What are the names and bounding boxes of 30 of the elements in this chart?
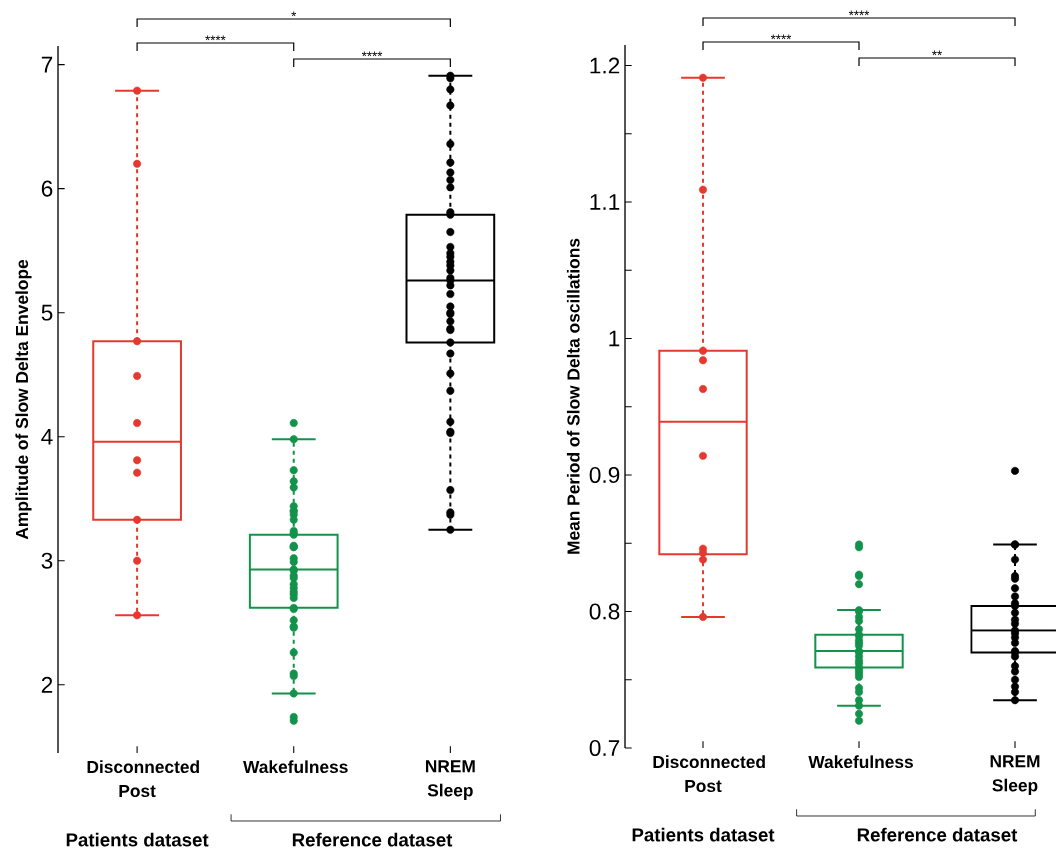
y-tick-label: 2 <box>41 676 53 693</box>
y-tick-label: 6 <box>41 180 53 197</box>
text: Reference dataset <box>292 832 453 847</box>
text: * <box>291 11 297 17</box>
y-tick-label: 3 <box>41 552 53 569</box>
x-tick-label: NREM Sleep <box>425 760 475 800</box>
text: **** <box>848 10 870 16</box>
y-tick-label: 1 <box>609 330 620 347</box>
y-tick-label: 1.2 <box>590 57 620 74</box>
y-tick-label: 4 <box>41 428 53 445</box>
y-tick-label: 0.8 <box>589 603 620 620</box>
y-tick-label: 1.1 <box>590 194 620 210</box>
x-tick-label: Wakefulness <box>808 755 913 769</box>
y-tick-label: 0.7 <box>589 739 620 757</box>
x-tick-label: Wakefulness <box>243 760 348 774</box>
y-tick-label: 0.9 <box>589 466 620 484</box>
y-axis-title: Amplitude of Slow Delta Envelope <box>15 259 32 540</box>
text: **** <box>770 34 792 40</box>
annotation: **** <box>361 51 383 57</box>
text: Patients dataset <box>632 827 775 842</box>
y-tick-label: 7 <box>41 56 53 73</box>
x-tick-label: NREM Sleep <box>990 755 1040 795</box>
text: **** <box>205 35 226 41</box>
text: Patients dataset <box>66 832 209 847</box>
text: Reference dataset <box>857 827 1018 842</box>
y-axis-title: Mean Period of Slow Delta oscillations <box>566 238 580 554</box>
x-tick-label: Disconnected Post <box>87 760 199 798</box>
y-tick-label: 5 <box>41 304 53 321</box>
x-tick-label: Disconnected Post <box>653 755 765 793</box>
annotation: ** <box>932 50 942 56</box>
